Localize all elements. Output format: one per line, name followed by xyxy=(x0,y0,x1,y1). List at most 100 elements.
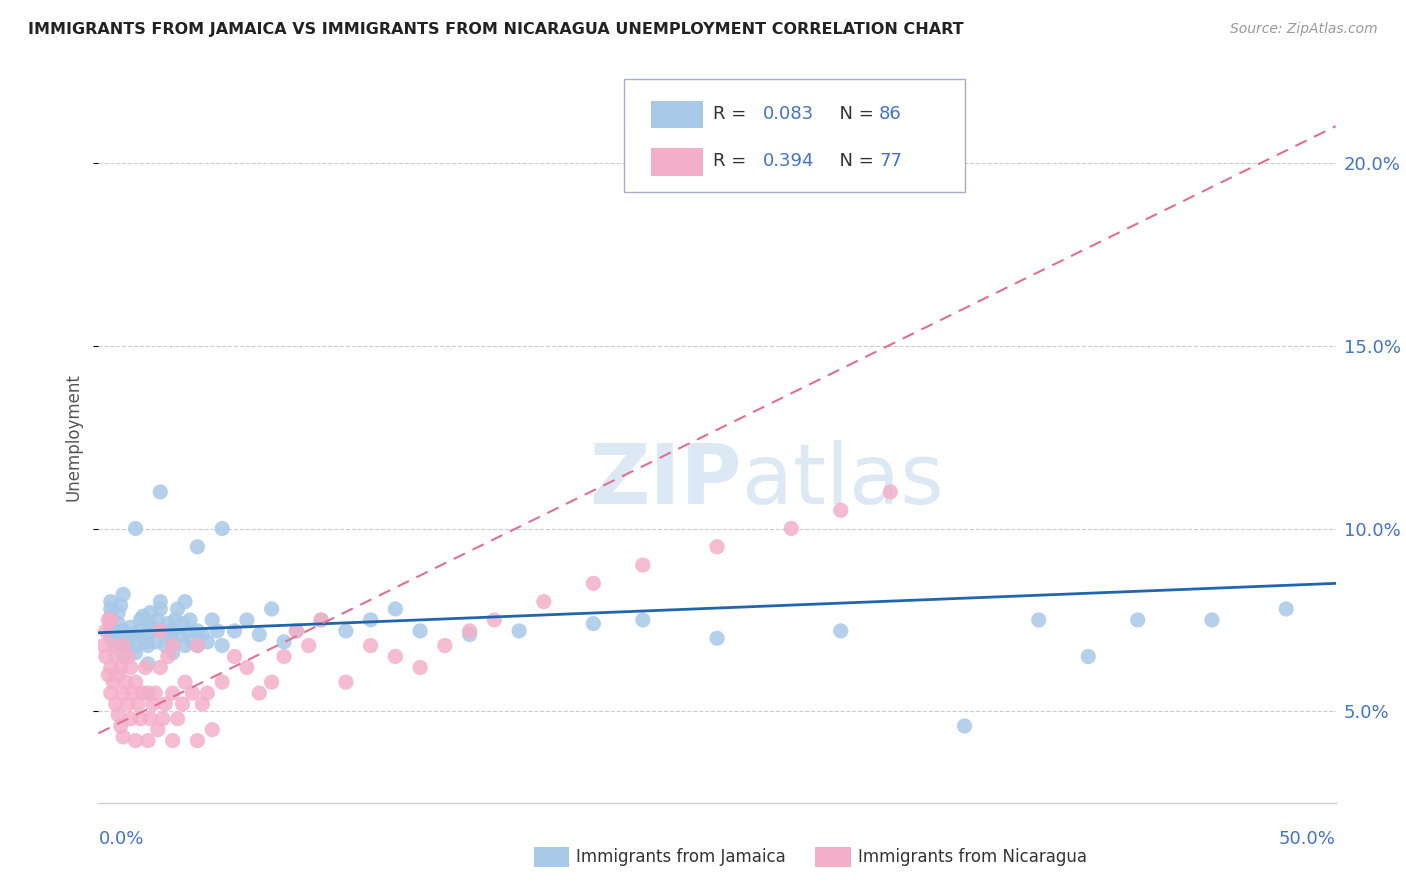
Point xyxy=(152,712,174,726)
Text: 0.083: 0.083 xyxy=(763,104,814,123)
Point xyxy=(195,635,218,649)
Point xyxy=(174,675,197,690)
Point xyxy=(631,613,654,627)
Point xyxy=(155,639,177,653)
Point xyxy=(100,686,122,700)
Point xyxy=(186,733,208,747)
Point xyxy=(172,616,194,631)
Point xyxy=(122,627,145,641)
Point xyxy=(117,649,139,664)
Point xyxy=(174,594,197,608)
Point xyxy=(142,697,165,711)
Point xyxy=(236,613,259,627)
Point xyxy=(309,613,332,627)
Point xyxy=(100,624,122,638)
Text: N =: N = xyxy=(828,153,880,170)
Point xyxy=(335,624,357,638)
Point xyxy=(149,602,172,616)
Point xyxy=(224,624,246,638)
Point xyxy=(142,620,165,634)
Text: 77: 77 xyxy=(879,153,903,170)
Point xyxy=(780,521,803,535)
FancyBboxPatch shape xyxy=(624,78,965,192)
Point xyxy=(149,594,172,608)
Point xyxy=(631,558,654,573)
Point xyxy=(114,675,136,690)
Point xyxy=(830,624,852,638)
Text: 86: 86 xyxy=(879,104,901,123)
Point xyxy=(247,686,270,700)
Text: ZIP: ZIP xyxy=(589,441,742,522)
Point xyxy=(162,635,184,649)
Point xyxy=(110,660,132,674)
Point xyxy=(205,624,228,638)
Point xyxy=(112,639,135,653)
Point xyxy=(136,686,159,700)
Point xyxy=(582,616,605,631)
Point xyxy=(143,635,166,649)
Point xyxy=(1201,613,1223,627)
Text: R =: R = xyxy=(713,153,752,170)
Point xyxy=(186,624,208,638)
Point xyxy=(533,594,555,608)
Point xyxy=(104,639,127,653)
Point xyxy=(224,649,246,664)
Point xyxy=(162,733,184,747)
Point xyxy=(94,649,117,664)
Point xyxy=(136,733,159,747)
Point xyxy=(132,609,155,624)
Text: 0.394: 0.394 xyxy=(763,153,814,170)
Point xyxy=(1028,613,1050,627)
Point xyxy=(211,521,233,535)
Point xyxy=(273,635,295,649)
Point xyxy=(100,632,122,646)
Y-axis label: Unemployment: Unemployment xyxy=(65,373,83,501)
Point xyxy=(155,697,177,711)
Point xyxy=(260,602,283,616)
Point xyxy=(236,660,259,674)
Point xyxy=(201,723,224,737)
Point xyxy=(409,624,432,638)
Point xyxy=(122,686,145,700)
Point xyxy=(117,697,139,711)
FancyBboxPatch shape xyxy=(651,148,703,176)
Point xyxy=(247,627,270,641)
Point xyxy=(156,649,179,664)
Point xyxy=(159,627,181,641)
Point xyxy=(124,639,146,653)
Point xyxy=(273,649,295,664)
Point xyxy=(186,540,208,554)
Point xyxy=(360,639,382,653)
Point xyxy=(100,613,122,627)
Point xyxy=(191,697,214,711)
Point xyxy=(120,620,142,634)
FancyBboxPatch shape xyxy=(651,101,703,128)
Point xyxy=(120,660,142,674)
Point xyxy=(186,639,208,653)
Point xyxy=(107,708,129,723)
Point xyxy=(104,697,127,711)
Point xyxy=(191,627,214,641)
Point xyxy=(706,540,728,554)
Text: Source: ZipAtlas.com: Source: ZipAtlas.com xyxy=(1230,22,1378,37)
Point xyxy=(166,712,188,726)
Point xyxy=(162,639,184,653)
Text: Immigrants from Jamaica: Immigrants from Jamaica xyxy=(576,848,786,866)
Point xyxy=(298,639,321,653)
Point xyxy=(409,660,432,674)
Point xyxy=(156,616,179,631)
Point xyxy=(706,632,728,646)
Point xyxy=(309,613,332,627)
Point xyxy=(139,606,162,620)
Point xyxy=(110,599,132,613)
Point xyxy=(953,719,976,733)
Point xyxy=(879,485,901,500)
Text: 50.0%: 50.0% xyxy=(1279,830,1336,847)
Point xyxy=(107,616,129,631)
Point xyxy=(94,624,117,638)
Text: IMMIGRANTS FROM JAMAICA VS IMMIGRANTS FROM NICARAGUA UNEMPLOYMENT CORRELATION CH: IMMIGRANTS FROM JAMAICA VS IMMIGRANTS FR… xyxy=(28,22,963,37)
Text: N =: N = xyxy=(828,104,880,123)
Point xyxy=(1275,602,1298,616)
Point xyxy=(136,639,159,653)
Point xyxy=(830,503,852,517)
